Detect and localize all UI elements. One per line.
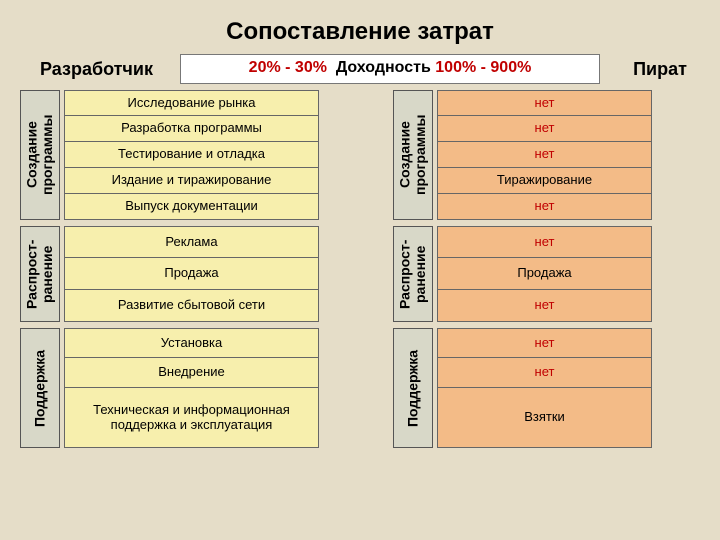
pirate-cell: нет [437, 116, 652, 142]
pirate-cell: нет [437, 194, 652, 220]
header-row: Разработчик 20% - 30% Доходность 100% - … [0, 54, 720, 90]
developer-cell: Издание и тиражирование [64, 168, 319, 194]
page-title: Сопоставление затрат [0, 0, 720, 54]
section-label: Поддержка [393, 328, 433, 448]
developer-cell: Разработка программы [64, 116, 319, 142]
pirate-cell: Взятки [437, 388, 652, 448]
developer-cell: Развитие сбытовой сети [64, 290, 319, 322]
profit-mid: Доходность [327, 59, 435, 76]
pirate-label: Пират [620, 59, 700, 80]
profit-high: 100% - 900% [435, 59, 531, 76]
profit-low: 20% - 30% [249, 59, 327, 76]
pirate-cell: нет [437, 90, 652, 116]
developer-cell: Тестирование и отладка [64, 142, 319, 168]
section-label: Поддержка [20, 328, 60, 448]
pirate-cell: нет [437, 290, 652, 322]
section-label: Создание программы [20, 90, 60, 220]
developer-label: Разработчик [40, 59, 170, 80]
pirate-cell: нет [437, 358, 652, 388]
developer-cell: Внедрение [64, 358, 319, 388]
developer-cell: Исследование рынка [64, 90, 319, 116]
developer-cell: Выпуск документации [64, 194, 319, 220]
developer-cell: Техническая и информационная поддержка и… [64, 388, 319, 448]
pirate-cell: Тиражирование [437, 168, 652, 194]
pirate-cell: нет [437, 226, 652, 258]
section-label: Создание программы [393, 90, 433, 220]
pirate-cell: нет [437, 142, 652, 168]
developer-cell: Реклама [64, 226, 319, 258]
section-label: Распрост- ранение [20, 226, 60, 322]
pirate-cell: нет [437, 328, 652, 358]
comparison-grid: Создание программы Распрост- ранение Подде… [0, 90, 720, 448]
section-label: Распрост- ранение [393, 226, 433, 322]
profit-box: 20% - 30% Доходность 100% - 900% [180, 54, 600, 84]
pirate-cell: Продажа [437, 258, 652, 290]
developer-cell: Установка [64, 328, 319, 358]
developer-cell: Продажа [64, 258, 319, 290]
